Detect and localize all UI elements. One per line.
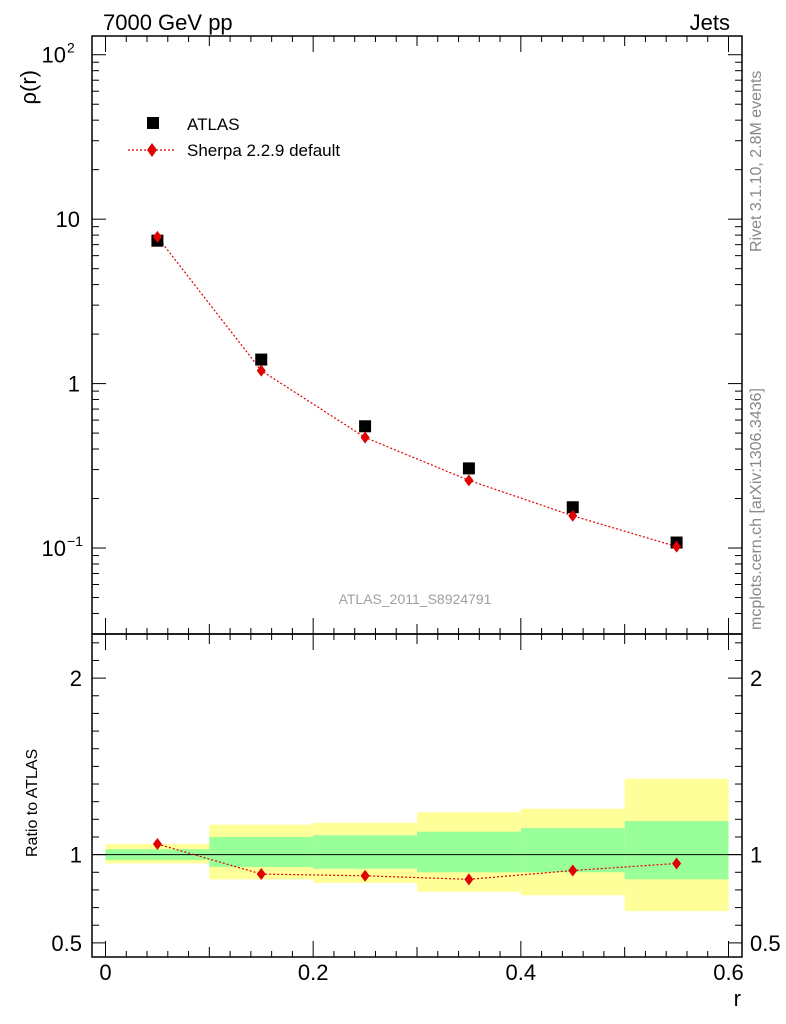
mcplots-info-label: mcplots.cern.ch [arXiv:1306.3436]	[748, 388, 765, 630]
ratio-panel: 0.5 0.5 1 1 2 2 0 0.2 0.4 0.6	[51, 633, 781, 985]
ratio-ylabel: Ratio to ATLAS	[24, 749, 41, 857]
main-atlas-point	[255, 353, 268, 366]
main-sherpa-point	[360, 431, 370, 444]
main-ytick-exponent: 2	[67, 40, 75, 56]
main-sherpa-point	[672, 540, 682, 553]
ratio-xtick-label: 0.4	[506, 960, 537, 985]
legend: ATLAS Sherpa 2.2.9 default	[128, 115, 340, 160]
legend-sherpa-marker	[147, 143, 157, 157]
ratio-sherpa-point	[672, 857, 682, 870]
main-ytick-label: 10	[42, 536, 66, 561]
main-sherpa-point	[152, 230, 162, 243]
ratio-sherpa-point	[256, 868, 266, 881]
main-ytick-exponent: −1	[67, 533, 83, 549]
ratio-sherpa-point	[360, 869, 370, 882]
ratio-ytick-label-right: 2	[750, 666, 762, 691]
legend-sherpa-label: Sherpa 2.2.9 default	[187, 141, 340, 160]
ratio-xtick-label: 0.2	[298, 960, 329, 985]
main-sherpa-point	[464, 474, 474, 487]
ratio-band-inner	[624, 821, 729, 880]
ratio-ytick-label: 2	[70, 666, 82, 691]
ratio-ytick-label-right: 0.5	[750, 931, 781, 956]
main-sherpa-line	[156, 236, 677, 548]
main-ytick-label: 10	[56, 207, 80, 232]
main-sherpa-point	[256, 364, 266, 377]
main-atlas-point	[566, 501, 579, 514]
ratio-band-inner	[209, 836, 314, 867]
ratio-ytick-label-right: 1	[750, 843, 762, 868]
analysis-id-label: ATLAS_2011_S8924791	[339, 591, 492, 607]
ratio-ytick-label: 1	[70, 843, 82, 868]
main-atlas-point	[359, 420, 372, 433]
ratio-sherpa-point	[568, 864, 578, 877]
ratio-band-inner	[417, 831, 521, 873]
main-atlas-point	[462, 462, 475, 475]
ratio-ytick-label: 0.5	[51, 931, 82, 956]
ratio-sherpa-point	[464, 873, 474, 886]
header-process-label: Jets	[690, 10, 730, 35]
legend-atlas-label: ATLAS	[187, 115, 240, 134]
main-ytick-label: 10	[42, 43, 66, 68]
main-ylabel: ρ(r)	[16, 70, 41, 105]
rivet-info-label: Rivet 3.1.10, 2.8M events	[748, 71, 765, 252]
ratio-band-inner	[313, 835, 417, 869]
header-energy-label: 7000 GeV pp	[103, 10, 233, 35]
main-sherpa-point	[568, 509, 578, 522]
main-ytick-label: 1	[68, 372, 80, 397]
ratio-xtick-label: 0	[99, 960, 111, 985]
ratio-sherpa-point	[152, 838, 162, 851]
ratio-xlabel: r	[734, 986, 741, 1011]
ratio-sherpa-line	[157, 843, 677, 880]
ratio-xtick-label: 0.6	[713, 960, 744, 985]
legend-atlas-marker	[147, 117, 159, 129]
